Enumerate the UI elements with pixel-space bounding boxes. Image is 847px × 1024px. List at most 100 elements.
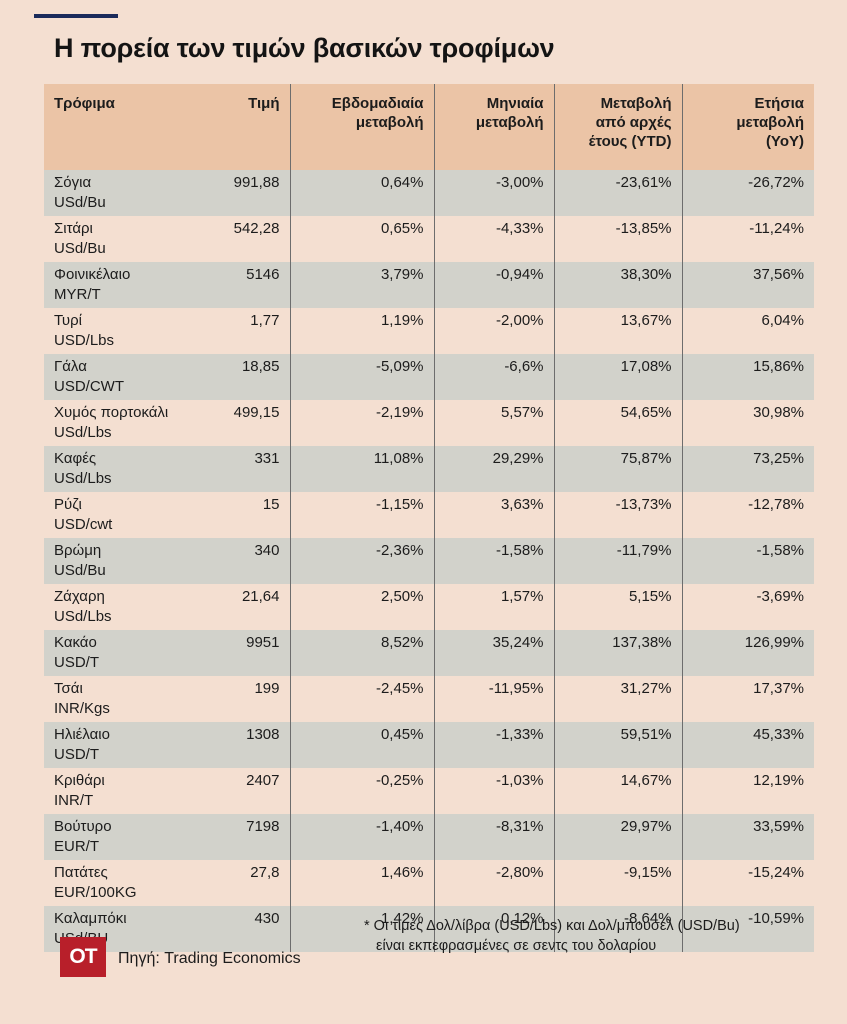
cell-yoy-change: -1,58% bbox=[681, 538, 814, 584]
cell-monthly-change: 1,57% bbox=[433, 584, 554, 630]
table-row: Γάλα USD/CWT 18,85 -5,09% -6,6% 17,08% 15,86% bbox=[44, 354, 814, 400]
cell-yoy-change: 45,33% bbox=[681, 722, 814, 768]
cell-yoy-change: -3,69% bbox=[681, 584, 814, 630]
cell-food: Γάλα USD/CWT bbox=[44, 354, 186, 400]
cell-price: 15 bbox=[186, 492, 290, 538]
cell-weekly-change: -2,45% bbox=[289, 676, 434, 722]
cell-ytd-change: -23,61% bbox=[553, 170, 682, 216]
food-unit: USD/cwt bbox=[54, 516, 113, 533]
top-accent-rule bbox=[34, 14, 118, 18]
cell-weekly-change: -2,36% bbox=[289, 538, 434, 584]
table-row: Φοινικέλαιο MYR/T 5146 3,79% -0,94% 38,30% 37,… bbox=[44, 262, 814, 308]
cell-price: 331 bbox=[186, 446, 290, 492]
cell-ytd-change: 137,38% bbox=[553, 630, 682, 676]
cell-weekly-change: 8,52% bbox=[289, 630, 434, 676]
cell-price: 542,28 bbox=[186, 216, 290, 262]
cell-food: Κριθάρι INR/T bbox=[44, 768, 186, 814]
food-unit: USD/CWT bbox=[54, 378, 124, 395]
cell-ytd-change: -8,64% bbox=[553, 906, 682, 952]
food-unit: USd/Lbs bbox=[54, 608, 112, 625]
cell-yoy-change: 12,19% bbox=[681, 768, 814, 814]
cell-price: 340 bbox=[186, 538, 290, 584]
cell-monthly-change: -3,00% bbox=[433, 170, 554, 216]
cell-yoy-change: 15,86% bbox=[681, 354, 814, 400]
cell-price: 991,88 bbox=[186, 170, 290, 216]
cell-monthly-change: -0,94% bbox=[433, 262, 554, 308]
cell-food: Τυρί USD/Lbs bbox=[44, 308, 186, 354]
source-credit: Πηγή: Trading Economics bbox=[118, 950, 301, 967]
table-row: Ρύζι USD/cwt 15 -1,15% 3,63% -13,73% -12,78% bbox=[44, 492, 814, 538]
food-name: Ζάχαρη bbox=[54, 588, 105, 605]
cell-weekly-change: -0,25% bbox=[289, 768, 434, 814]
food-unit: USd/Lbs bbox=[54, 470, 112, 487]
food-name: Βρώμη bbox=[54, 542, 102, 559]
table-row: Κακάο USD/T 9951 8,52% 35,24% 137,38% 126,99% bbox=[44, 630, 814, 676]
cell-monthly-change: -11,95% bbox=[433, 676, 554, 722]
cell-food: Καφές USd/Lbs bbox=[44, 446, 186, 492]
cell-weekly-change: 3,79% bbox=[289, 262, 434, 308]
food-name: Πατάτες bbox=[54, 864, 108, 881]
header-ytd-change: Μεταβολή από αρχές έτους (YTD) bbox=[553, 84, 682, 170]
cell-food: Φοινικέλαιο MYR/T bbox=[44, 262, 186, 308]
cell-price: 9951 bbox=[186, 630, 290, 676]
table-row: Καφές USd/Lbs 331 11,08% 29,29% 75,87% 73,25% bbox=[44, 446, 814, 492]
page-title: Η πορεία των τιμών βασικών τροφίμων bbox=[54, 33, 555, 63]
cell-food: Κακάο USD/T bbox=[44, 630, 186, 676]
cell-yoy-change: 6,04% bbox=[681, 308, 814, 354]
cell-weekly-change: 0,65% bbox=[289, 216, 434, 262]
cell-weekly-change: 1,46% bbox=[289, 860, 434, 906]
table-row: Βρώμη USd/Bu 340 -2,36% -1,58% -11,79% -1,58% bbox=[44, 538, 814, 584]
cell-ytd-change: 59,51% bbox=[553, 722, 682, 768]
cell-food: Ηλιέλαιο USD/T bbox=[44, 722, 186, 768]
food-name: Σιτάρι bbox=[54, 220, 93, 237]
food-name: Τυρί bbox=[54, 312, 82, 329]
table-header-row: Τρόφιμα Τιμή Εβδομαδιαία μεταβολή Μηνιαί… bbox=[44, 84, 814, 170]
cell-weekly-change: 1,19% bbox=[289, 308, 434, 354]
cell-food: Ζάχαρη USd/Lbs bbox=[44, 584, 186, 630]
cell-weekly-change: 1,42% bbox=[289, 906, 434, 952]
header-yoy-change: Ετήσια μεταβολή (YoY) bbox=[681, 84, 814, 170]
cell-price: 18,85 bbox=[186, 354, 290, 400]
cell-ytd-change: -13,85% bbox=[553, 216, 682, 262]
cell-monthly-change: 29,29% bbox=[433, 446, 554, 492]
table-row: Χυμός πορτοκάλι USd/Lbs 499,15 -2,19% 5,57% 5… bbox=[44, 400, 814, 446]
cell-ytd-change: 38,30% bbox=[553, 262, 682, 308]
cell-monthly-change: -1,03% bbox=[433, 768, 554, 814]
cell-weekly-change: -1,40% bbox=[289, 814, 434, 860]
table-row: Τυρί USD/Lbs 1,77 1,19% -2,00% 13,67% 6,04% bbox=[44, 308, 814, 354]
header-monthly-change: Μηνιαία μεταβολή bbox=[433, 84, 554, 170]
cell-price: 499,15 bbox=[186, 400, 290, 446]
cell-monthly-change: 35,24% bbox=[433, 630, 554, 676]
food-name: Ηλιέλαιο bbox=[54, 726, 110, 743]
cell-monthly-change: -1,58% bbox=[433, 538, 554, 584]
cell-monthly-change: 0,12% bbox=[433, 906, 554, 952]
food-name: Τσάι bbox=[54, 680, 83, 697]
food-name: Ρύζι bbox=[54, 496, 82, 513]
food-unit: USd/Bu bbox=[54, 240, 106, 257]
footnote-line-2: είναι εκπεφρασμένες σε σεντς του δολαρίο… bbox=[376, 938, 657, 954]
food-name: Κακάο bbox=[54, 634, 97, 651]
ot-logo: OT bbox=[60, 937, 106, 977]
table-row: Σιτάρι USd/Bu 542,28 0,65% -4,33% -13,85% -11,… bbox=[44, 216, 814, 262]
cell-weekly-change: 0,45% bbox=[289, 722, 434, 768]
cell-yoy-change: 33,59% bbox=[681, 814, 814, 860]
cell-food: Βρώμη USd/Bu bbox=[44, 538, 186, 584]
cell-food: Τσάι INR/Kgs bbox=[44, 676, 186, 722]
food-name: Χυμός πορτοκάλι bbox=[54, 404, 169, 421]
food-unit: USd/Bu bbox=[54, 562, 106, 579]
cell-monthly-change: 3,63% bbox=[433, 492, 554, 538]
cell-yoy-change: -26,72% bbox=[681, 170, 814, 216]
cell-ytd-change: 31,27% bbox=[553, 676, 682, 722]
cell-weekly-change: 0,64% bbox=[289, 170, 434, 216]
cell-weekly-change: 2,50% bbox=[289, 584, 434, 630]
food-name: Καλαμπόκι bbox=[54, 910, 127, 927]
footnote-line-1: * Οι τιμές Δολ/λίβρα (USD/Lbs) και Δολ/μ… bbox=[364, 918, 740, 934]
cell-monthly-change: -2,80% bbox=[433, 860, 554, 906]
footnote: * Οι τιμές Δολ/λίβρα (USD/Lbs) και Δολ/μ… bbox=[364, 916, 834, 956]
cell-yoy-change: -11,24% bbox=[681, 216, 814, 262]
cell-yoy-change: -10,59% bbox=[681, 906, 814, 952]
table-row: Πατάτες EUR/100KG 27,8 1,46% -2,80% -9,15% -15… bbox=[44, 860, 814, 906]
cell-ytd-change: 75,87% bbox=[553, 446, 682, 492]
cell-ytd-change: 13,67% bbox=[553, 308, 682, 354]
food-unit: USd/Bu bbox=[54, 194, 106, 211]
